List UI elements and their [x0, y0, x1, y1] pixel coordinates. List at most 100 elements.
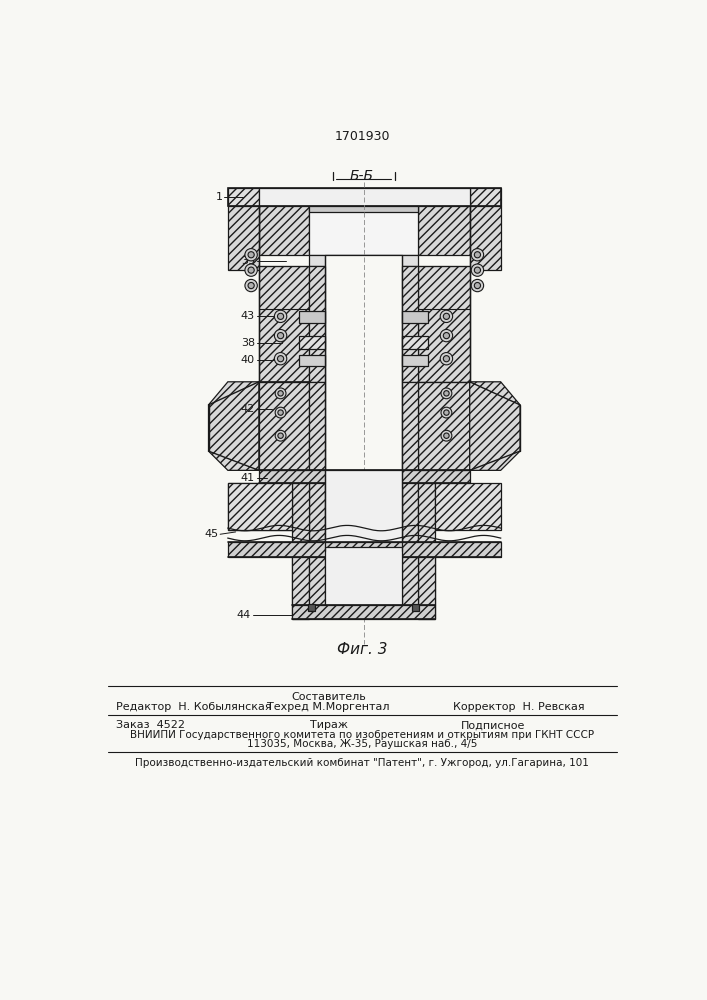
- Polygon shape: [259, 266, 309, 382]
- Polygon shape: [418, 557, 435, 619]
- Bar: [411, 604, 419, 611]
- Circle shape: [245, 264, 257, 276]
- Circle shape: [248, 267, 255, 273]
- Text: Производственно-издательский комбинат "Патент", г. Ужгород, ул.Гагарина, 101: Производственно-издательский комбинат "П…: [135, 758, 589, 768]
- Circle shape: [441, 430, 452, 441]
- Circle shape: [472, 264, 484, 276]
- Polygon shape: [402, 483, 418, 547]
- Polygon shape: [418, 483, 435, 547]
- Bar: [299, 336, 325, 349]
- Bar: [299, 355, 325, 366]
- Bar: [402, 336, 428, 349]
- Bar: [402, 355, 428, 366]
- Polygon shape: [402, 382, 418, 470]
- Circle shape: [443, 356, 450, 362]
- Text: ВНИИПИ Государственного комитета по изобретениям и открытиям при ГКНТ СССР: ВНИИПИ Государственного комитета по изоб…: [130, 730, 594, 740]
- Polygon shape: [209, 382, 259, 470]
- Text: Редактор  Н. Кобылянская: Редактор Н. Кобылянская: [115, 702, 271, 712]
- Circle shape: [440, 353, 452, 365]
- Circle shape: [245, 249, 257, 261]
- Polygon shape: [418, 266, 469, 382]
- Polygon shape: [309, 483, 325, 547]
- Circle shape: [444, 410, 449, 415]
- Polygon shape: [292, 557, 309, 605]
- Text: 42: 42: [241, 404, 255, 414]
- Text: 1701930: 1701930: [334, 130, 390, 143]
- Circle shape: [277, 333, 284, 339]
- Bar: [228, 188, 501, 206]
- Polygon shape: [292, 483, 309, 547]
- Circle shape: [474, 267, 481, 273]
- Bar: [228, 483, 292, 530]
- Text: Б-Б: Б-Б: [350, 169, 374, 183]
- Text: Техред М.Моргентал: Техред М.Моргентал: [267, 702, 390, 712]
- Polygon shape: [292, 557, 309, 619]
- Circle shape: [245, 279, 257, 292]
- Bar: [309, 206, 418, 212]
- Circle shape: [275, 430, 286, 441]
- Bar: [309, 206, 418, 255]
- Circle shape: [275, 407, 286, 418]
- Polygon shape: [418, 557, 435, 605]
- Circle shape: [277, 356, 284, 362]
- Text: Тираж: Тираж: [310, 720, 348, 730]
- Polygon shape: [259, 382, 309, 470]
- Circle shape: [278, 410, 284, 415]
- Text: 40: 40: [241, 355, 255, 365]
- Polygon shape: [469, 382, 520, 470]
- Polygon shape: [309, 382, 325, 470]
- Text: Корректор  Н. Ревская: Корректор Н. Ревская: [452, 702, 584, 712]
- Text: 43: 43: [241, 311, 255, 321]
- Circle shape: [472, 249, 484, 261]
- Polygon shape: [309, 557, 325, 605]
- Polygon shape: [418, 382, 469, 470]
- Circle shape: [278, 391, 284, 396]
- Text: 113035, Москва, Ж-35, Раушская наб., 4/5: 113035, Москва, Ж-35, Раушская наб., 4/5: [247, 739, 477, 749]
- Circle shape: [472, 279, 484, 292]
- Circle shape: [441, 388, 452, 399]
- Text: Заказ  4522: Заказ 4522: [115, 720, 185, 730]
- Polygon shape: [259, 382, 309, 470]
- Bar: [325, 255, 402, 555]
- Bar: [259, 188, 469, 206]
- Text: Подписное: Подписное: [460, 720, 525, 730]
- Bar: [325, 547, 402, 605]
- Circle shape: [441, 407, 452, 418]
- Circle shape: [474, 282, 481, 289]
- Text: 1: 1: [216, 192, 223, 202]
- Circle shape: [474, 252, 481, 258]
- Circle shape: [274, 353, 287, 365]
- Polygon shape: [309, 266, 325, 382]
- Text: 45: 45: [204, 529, 218, 539]
- Bar: [308, 604, 315, 611]
- Bar: [299, 311, 325, 323]
- Circle shape: [248, 252, 255, 258]
- Polygon shape: [228, 483, 292, 530]
- Text: Составитель: Составитель: [291, 692, 366, 702]
- Circle shape: [275, 388, 286, 399]
- Bar: [402, 311, 428, 323]
- Circle shape: [444, 391, 449, 396]
- Circle shape: [440, 310, 452, 323]
- Text: Фиг. 3: Фиг. 3: [337, 642, 387, 657]
- Circle shape: [443, 333, 450, 339]
- Polygon shape: [402, 266, 418, 382]
- Polygon shape: [228, 188, 259, 206]
- Polygon shape: [259, 470, 469, 483]
- Circle shape: [443, 313, 450, 319]
- Circle shape: [444, 433, 449, 438]
- Polygon shape: [402, 557, 418, 605]
- Circle shape: [274, 329, 287, 342]
- Text: 38: 38: [241, 338, 255, 348]
- Circle shape: [278, 433, 284, 438]
- Polygon shape: [435, 483, 501, 530]
- Bar: [325, 470, 402, 547]
- Polygon shape: [469, 206, 501, 270]
- Text: 41: 41: [241, 473, 255, 483]
- Polygon shape: [418, 206, 469, 255]
- Text: 44: 44: [237, 610, 251, 620]
- Text: 39: 39: [241, 256, 255, 266]
- Polygon shape: [469, 188, 501, 206]
- Circle shape: [440, 329, 452, 342]
- Bar: [309, 255, 418, 266]
